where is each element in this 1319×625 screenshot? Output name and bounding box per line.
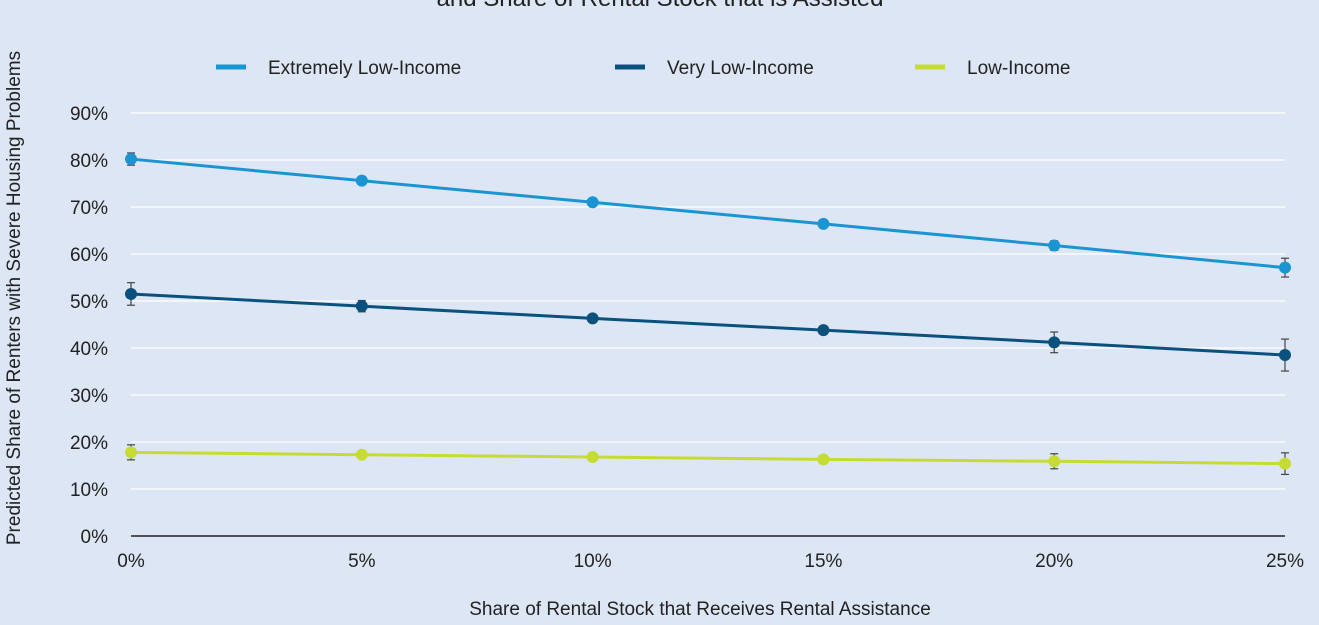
y-tick-label: 80%	[70, 151, 108, 172]
legend: Extremely Low-Income Very Low-Income Low-I…	[216, 58, 1071, 79]
data-point	[817, 453, 830, 466]
data-point	[1048, 239, 1061, 252]
y-tick-label: 10%	[70, 480, 108, 501]
series-line	[130, 157, 1286, 270]
legend-item: Very Low-Income	[615, 58, 814, 79]
data-point	[355, 300, 368, 313]
x-axis-title: Share of Rental Stock that Receives Rent…	[469, 599, 931, 620]
data-point	[1048, 455, 1061, 468]
y-axis-tick-labels: 0% 10% 20% 30% 40% 50% 60% 70% 80% 90%	[70, 104, 108, 548]
y-tick-label: 20%	[70, 433, 108, 454]
data-point	[1279, 349, 1291, 362]
x-tick-label: 15%	[804, 551, 842, 572]
data-point	[817, 217, 830, 230]
data-point	[586, 196, 599, 209]
x-tick-label: 0%	[117, 551, 145, 572]
legend-label: Very Low-Income	[667, 58, 814, 79]
y-tick-label: 90%	[70, 104, 108, 125]
series-line	[130, 450, 1286, 466]
data-point	[1048, 336, 1061, 349]
y-tick-label: 60%	[70, 245, 108, 266]
x-tick-label: 25%	[1266, 551, 1304, 572]
data-point	[125, 446, 137, 459]
x-tick-label: 10%	[574, 551, 612, 572]
data-point	[125, 153, 137, 166]
legend-item: Extremely Low-Income	[216, 58, 461, 79]
series	[125, 152, 1291, 278]
y-axis-title: Predicted Share of Renters with Severe H…	[4, 51, 25, 545]
legend-label: Extremely Low-Income	[268, 58, 461, 79]
y-tick-label: 0%	[81, 527, 109, 548]
x-tick-label: 5%	[348, 551, 376, 572]
y-tick-label: 30%	[70, 386, 108, 407]
chart-title: and Share of Rental Stock that is Assist…	[437, 0, 884, 12]
series	[125, 282, 1291, 372]
y-tick-label: 70%	[70, 198, 108, 219]
legend-item: Low-Income	[915, 58, 1071, 79]
gridlines	[131, 112, 1285, 490]
y-tick-label: 50%	[70, 292, 108, 313]
series-line	[130, 292, 1286, 357]
data-point	[817, 324, 830, 337]
data-point	[586, 312, 599, 325]
data-point	[355, 448, 368, 461]
data-point	[1279, 457, 1291, 470]
x-axis-tick-labels: 0% 5% 10% 15% 20% 25%	[117, 551, 1304, 572]
legend-label: Low-Income	[967, 58, 1071, 79]
series-layer	[125, 152, 1291, 476]
y-tick-label: 40%	[70, 339, 108, 360]
data-point	[1279, 261, 1291, 274]
series	[125, 444, 1291, 476]
x-tick-label: 20%	[1035, 551, 1073, 572]
data-point	[586, 451, 599, 464]
data-point	[125, 287, 137, 300]
data-point	[355, 174, 368, 187]
